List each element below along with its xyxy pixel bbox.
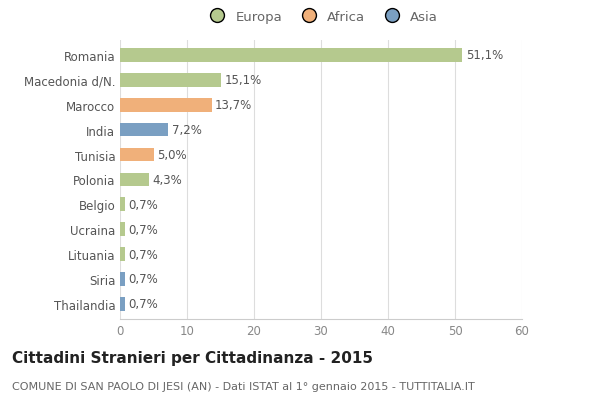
Text: 0,7%: 0,7% [128, 298, 158, 310]
Text: 4,3%: 4,3% [152, 173, 182, 187]
Text: 0,7%: 0,7% [128, 223, 158, 236]
Bar [120, 74, 221, 88]
Legend: Europa, Africa, Asia: Europa, Africa, Asia [199, 5, 443, 29]
Text: 51,1%: 51,1% [466, 49, 503, 62]
Text: 7,2%: 7,2% [172, 124, 202, 137]
Text: COMUNE DI SAN PAOLO DI JESI (AN) - Dati ISTAT al 1° gennaio 2015 - TUTTITALIA.IT: COMUNE DI SAN PAOLO DI JESI (AN) - Dati … [12, 381, 475, 391]
Bar [120, 297, 125, 311]
Text: 15,1%: 15,1% [224, 74, 262, 87]
Bar [120, 173, 149, 187]
Bar [120, 148, 154, 162]
Bar [120, 223, 125, 236]
Text: 0,7%: 0,7% [128, 248, 158, 261]
Text: 5,0%: 5,0% [157, 148, 187, 162]
Text: 0,7%: 0,7% [128, 198, 158, 211]
Bar [120, 49, 463, 63]
Bar [120, 198, 125, 211]
Text: 0,7%: 0,7% [128, 273, 158, 286]
Bar [120, 99, 212, 112]
Bar [120, 272, 125, 286]
Bar [120, 124, 168, 137]
Text: 13,7%: 13,7% [215, 99, 253, 112]
Text: Cittadini Stranieri per Cittadinanza - 2015: Cittadini Stranieri per Cittadinanza - 2… [12, 350, 373, 365]
Bar [120, 247, 125, 261]
